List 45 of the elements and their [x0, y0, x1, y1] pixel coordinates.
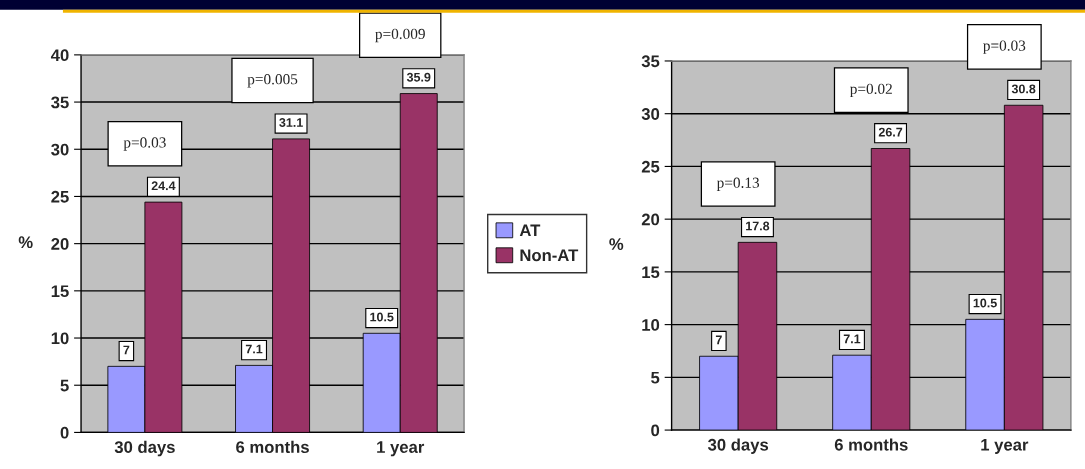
data-label: 17.8	[746, 221, 770, 231]
x-tick-label: 6 months	[236, 440, 309, 453]
x-tick-label: 1 year	[981, 439, 1029, 454]
data-label: 24.4	[151, 181, 176, 191]
y-tick-label: 30	[641, 108, 660, 120]
legend-label: AT	[519, 224, 541, 237]
y-axis-title: %	[609, 238, 624, 250]
y-tick-label: 25	[51, 190, 69, 203]
data-label: 7.1	[843, 334, 861, 344]
y-tick-label: 35	[641, 55, 660, 68]
y-tick-label: 5	[651, 371, 660, 384]
y-tick-label: 15	[51, 285, 69, 298]
y-tick-label: 30	[51, 143, 69, 156]
legend-label: Non-AT	[520, 249, 579, 262]
x-tick-label: 1 year	[377, 441, 425, 457]
x-tick-label: 6 months	[834, 438, 908, 451]
y-tick-label: 5	[60, 379, 69, 392]
data-label: 10.5	[973, 298, 997, 308]
data-label: 7.1	[245, 344, 263, 354]
data-label: 10.5	[370, 312, 394, 322]
text: p=0.009	[375, 28, 425, 43]
data-label: 7	[715, 335, 722, 345]
y-tick-label: 10	[642, 319, 660, 331]
text: p=0.03	[983, 40, 1026, 54]
y-axis-title: %	[18, 236, 33, 249]
data-label: 30.8	[1011, 84, 1036, 94]
annotation: p=0.005	[247, 74, 298, 88]
annotation: p=0.03	[123, 137, 166, 151]
data-label: 35.9	[406, 72, 431, 82]
x-tick-label: 30 days	[707, 438, 769, 454]
data-label: 31.1	[279, 118, 303, 127]
y-tick-label: 20	[641, 213, 660, 226]
y-tick-label: 20	[51, 238, 69, 250]
y-tick-label: 0	[60, 426, 69, 439]
y-tick-label: 25	[641, 160, 660, 173]
annotation: p=0.13	[716, 177, 760, 191]
data-label: 26.7	[878, 127, 903, 137]
y-tick-label: 40	[50, 49, 69, 62]
y-tick-label: 35	[51, 96, 69, 109]
annotation: p=0.02	[850, 83, 892, 98]
x-tick-label: 30 days	[114, 440, 175, 457]
y-tick-label: 10	[51, 332, 69, 345]
y-tick-label: 0	[651, 424, 660, 437]
data-label: 7	[123, 345, 130, 355]
y-tick-label: 15	[642, 266, 660, 279]
